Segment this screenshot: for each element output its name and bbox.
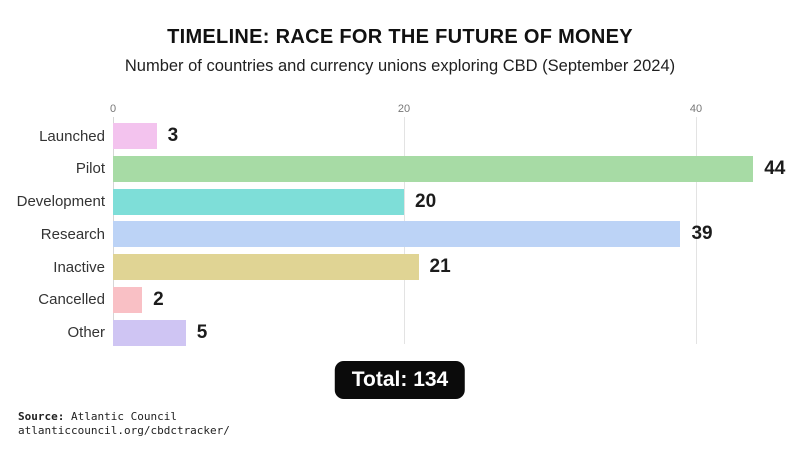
category-label: Research <box>40 225 105 243</box>
bar-development <box>113 188 404 215</box>
source-label: Source: <box>18 410 65 423</box>
source-name: Atlantic Council <box>64 410 177 423</box>
bar-row-launched: Launched 3 <box>0 123 800 149</box>
bar-cancelled <box>113 286 143 313</box>
value-label: 3 <box>167 125 179 146</box>
value-label: 44 <box>764 157 786 179</box>
bar-chart: Launched 3 Pilot 44 Development 20 Resea… <box>0 123 800 346</box>
value-label: 20 <box>415 190 437 212</box>
source-url: atlanticcouncil.org/cbdctracker/ <box>18 423 230 437</box>
value-label: 5 <box>196 321 208 343</box>
bar-track: 39 <box>113 221 800 248</box>
bar-track: 3 <box>113 123 800 149</box>
page-subtitle: Number of countries and currency unions … <box>124 57 676 75</box>
source-line: Source: Atlantic Council <box>18 410 230 424</box>
category-label: Cancelled <box>38 291 105 309</box>
category-label: Other <box>67 324 105 342</box>
category-label: Launched <box>39 127 105 145</box>
bar-other <box>113 319 186 346</box>
bar-row-inactive: Inactive 21 <box>0 254 800 281</box>
total-badge: Total: 134 <box>334 361 466 399</box>
bar-row-other: Other 5 <box>0 319 800 346</box>
bar-launched <box>113 123 157 149</box>
category-label: Development <box>16 193 105 211</box>
page-title: TIMELINE: RACE FOR THE FUTURE OF MONEY <box>167 26 633 48</box>
bar-track: 44 <box>113 155 800 182</box>
value-label: 2 <box>153 288 164 310</box>
category-label: Inactive <box>53 258 105 276</box>
bar-track: 2 <box>113 286 800 313</box>
bar-row-cancelled: Cancelled 2 <box>0 286 800 313</box>
x-axis-tick-20: 20 <box>397 103 411 115</box>
bar-row-research: Research 39 <box>0 221 800 248</box>
bar-inactive <box>113 254 419 281</box>
x-axis-tick-0: 0 <box>109 103 117 115</box>
gridline-40 <box>696 117 697 344</box>
category-label: Pilot <box>75 160 105 178</box>
bar-track: 5 <box>113 319 800 346</box>
bar-row-pilot: Pilot 44 <box>0 155 800 182</box>
source-note: Source: Atlantic Council atlanticcouncil… <box>18 410 230 437</box>
bar-research <box>113 221 681 248</box>
bar-track: 21 <box>113 254 800 281</box>
value-label: 39 <box>691 223 713 245</box>
x-axis-tick-40: 40 <box>689 103 703 115</box>
bar-pilot <box>113 155 754 182</box>
bar-track: 20 <box>113 188 800 215</box>
bar-row-development: Development 20 <box>0 188 800 215</box>
value-label: 21 <box>429 256 451 278</box>
